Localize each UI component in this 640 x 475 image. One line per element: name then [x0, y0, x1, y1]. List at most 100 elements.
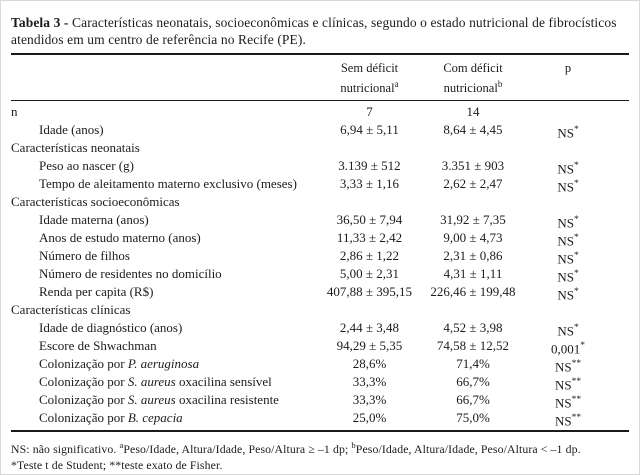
value-com-deficit: 14 — [466, 104, 480, 120]
table-row: Peso ao nascer (g) 3.139 ± 512 3.351 ± 903… — [11, 157, 629, 177]
section-header-row: Características neonatais — [11, 139, 629, 157]
label-text: Anos de estudo materno (anos) — [39, 230, 201, 246]
value-sem-deficit: 33,3% — [352, 374, 387, 390]
p-value: NS* — [557, 269, 579, 285]
p-value: NS* — [557, 251, 579, 267]
value-com-deficit: 226,46 ± 199,48 — [430, 284, 516, 300]
footnote-line-2: *Teste t de Student; **teste exato de Fi… — [11, 458, 223, 473]
header-spacer — [11, 60, 316, 96]
header-superscript: b — [497, 79, 503, 89]
species-name: B. cepacia — [127, 410, 183, 426]
table-row: Colonização por S. aureus oxacilina resi… — [11, 391, 629, 411]
p-value: NS* — [557, 179, 579, 195]
value-com-deficit: 31,92 ± 7,35 — [440, 212, 506, 228]
p-superscript: * — [573, 125, 579, 136]
value-sem-deficit: 11,33 ± 2,42 — [336, 230, 403, 246]
p-value: NS** — [554, 359, 582, 375]
row-label: Colonização por P. aeruginosa — [11, 355, 316, 376]
header-line: Sem déficit — [340, 61, 399, 75]
row-label: n — [11, 103, 316, 121]
table-row: Renda per capita (R$) 407,88 ± 395,15 226,… — [11, 283, 629, 304]
label-text: Colonização por — [39, 356, 128, 372]
label-text: Características socioeconômicas — [11, 194, 180, 210]
value-com-deficit: 74,58 ± 12,52 — [436, 338, 510, 354]
table-header: Sem déficit nutricionala Com déficit nut… — [11, 55, 629, 100]
label-text: Características clínicas — [11, 302, 131, 318]
p-value: NS** — [554, 413, 582, 429]
row-label: Tempo de aleitamento materno exclusivo (… — [11, 175, 316, 196]
label-text: Colonização por — [39, 374, 128, 390]
p-value: NS** — [554, 395, 582, 411]
p-superscript: * — [573, 179, 579, 190]
table-row: Anos de estudo materno (anos) 11,33 ± 2,4… — [11, 229, 629, 250]
label-text: Idade (anos) — [39, 122, 104, 138]
p-value: NS** — [554, 377, 582, 393]
value-sem-deficit: 25,0% — [352, 410, 387, 426]
table-row: Colonização por B. cepacia 25,0% 75,0% NS** — [11, 409, 629, 430]
value-sem-deficit: 33,3% — [352, 392, 387, 408]
label-text: Número de residentes no domicílio — [39, 266, 222, 282]
value-com-deficit: 71,4% — [456, 356, 490, 372]
row-label: Anos de estudo materno (anos) — [11, 229, 316, 250]
label-text: oxacilina sensível — [175, 374, 272, 390]
row-label: Renda per capita (R$) — [11, 283, 316, 304]
footnote-superscript: b — [351, 440, 356, 451]
p-value: NS* — [557, 323, 579, 339]
value-com-deficit: 8,64 ± 4,45 — [443, 122, 503, 138]
row-label: Colonização por B. cepacia — [11, 409, 316, 430]
p-superscript: * — [573, 161, 579, 172]
p-value: NS* — [557, 161, 579, 177]
footnote-line-1: NS: não significativo. aPeso/Idade, Altu… — [11, 437, 629, 457]
value-sem-deficit: 6,94 ± 5,11 — [340, 122, 399, 138]
p-superscript: * — [580, 341, 585, 352]
value-com-deficit: 2,31 ± 0,86 — [443, 248, 503, 264]
value-sem-deficit: 3,33 ± 1,16 — [339, 176, 400, 192]
label-text: Escore de Shwachman — [39, 338, 157, 354]
value-com-deficit: 3.351 ± 903 — [441, 158, 505, 174]
table-row: Número de residentes no domicílio 5,00 ± … — [11, 265, 629, 286]
value-com-deficit: 9,00 ± 4,73 — [443, 230, 503, 246]
rule-header-bottom — [11, 100, 629, 102]
row-label: Número de filhos — [11, 247, 316, 268]
table-row: Tempo de aleitamento materno exclusivo (… — [11, 175, 629, 196]
value-sem-deficit: 5,00 ± 2,31 — [339, 266, 400, 282]
footnote-text: Peso/Idade, Altura/Idade, Peso/Altura ≥ … — [123, 442, 352, 457]
column-header-p: p — [564, 61, 572, 75]
p-superscript: * — [573, 287, 579, 298]
p-value: 0,001* — [551, 341, 585, 357]
p-value — [523, 103, 613, 121]
row-label: Características socioeconômicas — [11, 193, 613, 211]
footnote-superscript: a — [119, 440, 124, 451]
row-label: Colonização por S. aureus oxacilina sens… — [11, 373, 316, 394]
p-value: NS* — [557, 215, 579, 231]
value-sem-deficit: 2,44 ± 3,48 — [339, 320, 400, 336]
p-superscript: ** — [571, 395, 582, 406]
table-footnotes: NS: não significativo. aPeso/Idade, Altu… — [11, 437, 629, 473]
table-row: Número de filhos 2,86 ± 1,22 2,31 ± 0,86 NS… — [11, 247, 629, 268]
table-row: Idade de diagnóstico (anos) 2,44 ± 3,48 4,… — [11, 319, 629, 340]
footnote-text: NS: não significativo. — [11, 442, 120, 457]
table-row: Idade materna (anos) 36,50 ± 7,94 31,92 ± … — [11, 211, 629, 231]
header-line: nutricional — [443, 81, 498, 96]
label-text: Características neonatais — [11, 140, 140, 156]
rule-bottom — [11, 430, 629, 433]
row-label: Idade de diagnóstico (anos) — [11, 319, 316, 340]
table-caption: Tabela 3 - Características neonatais, so… — [11, 14, 629, 48]
column-header-com-deficit: Com déficit nutricionalb — [423, 60, 523, 96]
row-label: Escore de Shwachman — [11, 337, 316, 358]
value-com-deficit: 66,7% — [456, 374, 490, 390]
row-label: Número de residentes no domicílio — [11, 265, 316, 286]
species-name: S. aureus — [127, 392, 176, 408]
label-text: Número de filhos — [39, 248, 130, 264]
value-sem-deficit: 2,86 ± 1,22 — [339, 248, 400, 264]
header-line: nutricional — [340, 81, 395, 96]
table-row: Colonização por S. aureus oxacilina sens… — [11, 373, 629, 394]
table-row: n 7 14 — [11, 103, 629, 121]
value-com-deficit: 75,0% — [456, 410, 490, 426]
p-superscript: * — [573, 251, 579, 262]
footnote-text: Peso/Idade, Altura/Idade, Peso/Altura < … — [355, 442, 581, 457]
p-superscript: * — [573, 269, 579, 280]
value-sem-deficit: 407,88 ± 395,15 — [326, 284, 413, 300]
label-text: n — [11, 104, 18, 120]
